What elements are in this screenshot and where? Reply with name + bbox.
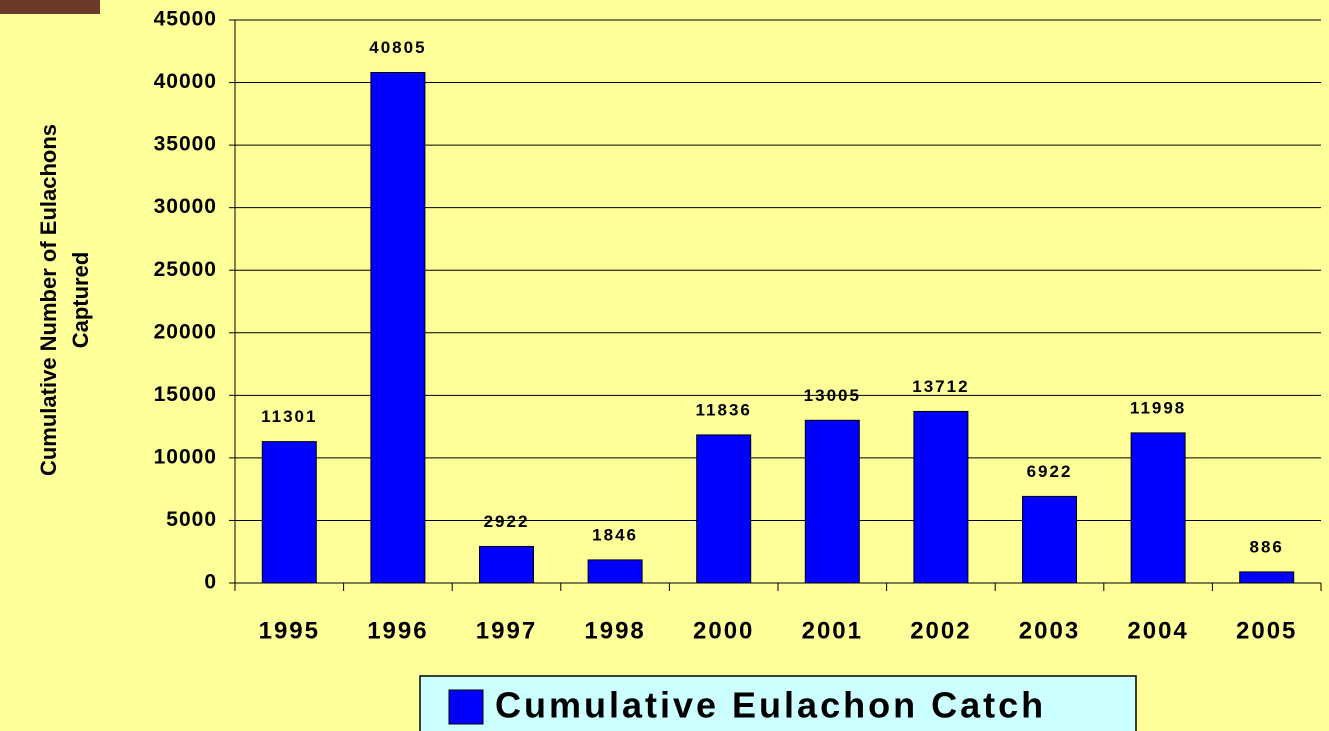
x-tick-label: 1996: [367, 617, 428, 644]
x-tick-label: 1995: [259, 617, 320, 644]
bar: [696, 434, 752, 584]
y-tick-label: 30000: [154, 195, 217, 218]
data-label: 886: [1250, 537, 1284, 556]
x-tick-label: 2001: [802, 617, 863, 644]
x-tick-label: 2003: [1019, 617, 1080, 644]
y-axis-label: Cumulative Number of Eulachons Captured: [36, 123, 93, 477]
bar: [587, 559, 643, 584]
y-tick-label: 40000: [154, 70, 217, 93]
y-tick-label: 10000: [154, 445, 217, 468]
legend-label: Cumulative Eulachon Catch: [495, 685, 1046, 726]
x-tick-label: 1998: [584, 617, 645, 644]
y-tick-label: 35000: [154, 133, 217, 156]
legend-swatch: [448, 689, 484, 725]
data-label: 40805: [369, 38, 426, 57]
x-tick-label: 2002: [910, 617, 971, 644]
bar: [370, 71, 426, 584]
x-tick-label: 2000: [693, 617, 754, 644]
legend: [419, 675, 1137, 731]
bar: [1239, 571, 1295, 584]
y-tick-label: 25000: [154, 258, 217, 281]
bar: [479, 545, 534, 584]
y-tick-label: 20000: [154, 320, 217, 343]
x-tick-label: 2005: [1236, 617, 1297, 644]
y-tick-label: 45000: [154, 8, 217, 31]
x-tick-label: 1997: [476, 617, 537, 644]
bar: [261, 441, 317, 584]
bar: [1130, 432, 1186, 584]
x-tick-label: 2004: [1127, 617, 1188, 644]
y-tick-label: 0: [204, 571, 217, 594]
data-label: 11998: [1130, 398, 1186, 417]
bar: [913, 410, 969, 584]
y-tick-label: 5000: [166, 508, 217, 531]
data-label: 1846: [592, 525, 638, 544]
data-label: 13005: [804, 386, 861, 405]
data-label: 13712: [912, 377, 969, 396]
data-label: 11301: [261, 407, 317, 426]
data-label: 11836: [696, 400, 752, 419]
data-label: 6922: [1027, 462, 1073, 481]
y-tick-label: 15000: [154, 383, 217, 406]
bar: [804, 419, 860, 584]
bar: [1022, 495, 1077, 584]
data-label: 2922: [484, 512, 530, 531]
photo-fragment: [0, 0, 100, 14]
